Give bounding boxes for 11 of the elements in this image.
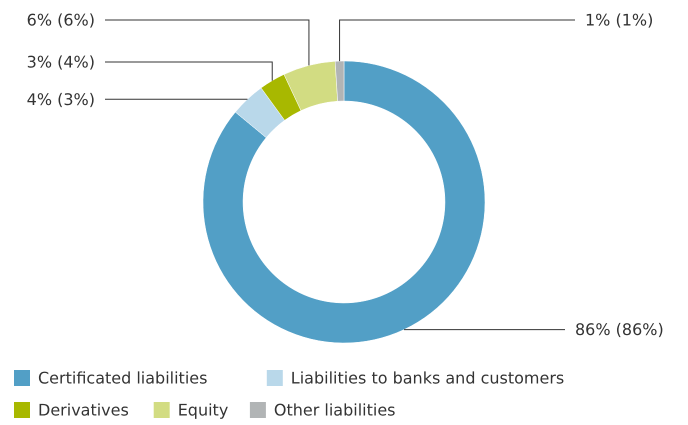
data-label: 1% (1%) — [585, 10, 654, 30]
legend-label: Certificated liabilities — [38, 368, 208, 388]
legend-label: Liabilities to banks and customers — [290, 368, 564, 388]
donut-slice — [202, 60, 486, 344]
data-label: 86% (86%) — [575, 320, 664, 340]
data-label: 6% (6%) — [26, 10, 95, 30]
legend-label: Equity — [178, 400, 228, 420]
legend-label: Other liabilities — [274, 400, 396, 420]
data-label: 3% (4%) — [26, 52, 95, 72]
data-label: 4% (3%) — [26, 90, 95, 109]
legend-label: Derivatives — [38, 400, 129, 420]
